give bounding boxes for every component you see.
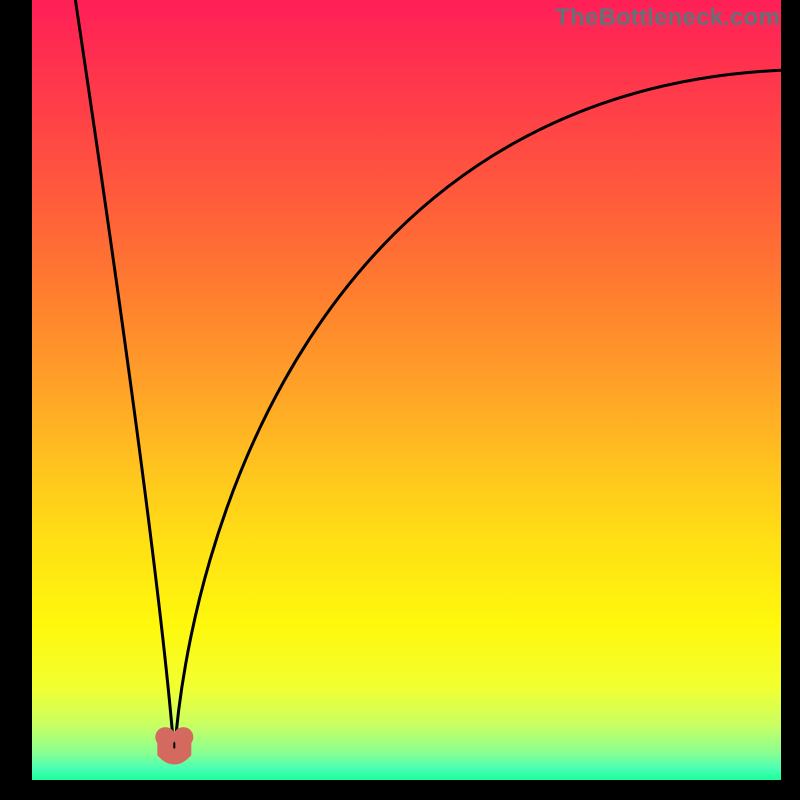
watermark-text: TheBottleneck.com: [555, 4, 780, 32]
border-left: [0, 0, 32, 800]
plot-area: [32, 0, 781, 780]
border-bottom: [0, 780, 800, 800]
heat-gradient: [32, 0, 781, 780]
chart-frame: TheBottleneck.com: [0, 0, 800, 800]
border-right: [781, 0, 800, 800]
